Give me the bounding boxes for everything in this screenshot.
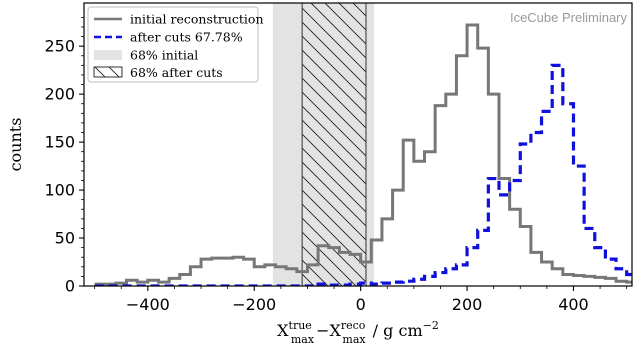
x-label-base-2: X <box>329 321 341 340</box>
y-tick-label: 200 <box>44 85 75 104</box>
y-tick-label: 250 <box>44 37 75 56</box>
legend: initial reconstruction after cuts 67.78%… <box>87 6 264 83</box>
legend-label-initial: initial reconstruction <box>130 12 264 27</box>
legend-box <box>87 6 259 83</box>
x-label-sup-true: true <box>289 319 312 332</box>
legend-label-68-initial: 68% initial <box>130 48 198 63</box>
x-label-unit-exp: −2 <box>423 319 439 332</box>
y-tick-label: 0 <box>65 277 75 296</box>
shaded-regions <box>272 3 374 286</box>
watermark-text: IceCube Preliminary <box>510 10 628 25</box>
legend-marker-68-initial <box>94 50 122 60</box>
x-label-sup-reco: reco <box>341 319 366 332</box>
x-tick-label: −400 <box>126 295 170 314</box>
legend-label-68-after-cuts: 68% after cuts <box>130 65 223 80</box>
plot-frame <box>83 2 633 287</box>
series-layer <box>94 23 632 286</box>
x-tick-label: 400 <box>558 295 589 314</box>
y-tick-label: 150 <box>44 133 75 152</box>
x-tick-label: −200 <box>232 295 276 314</box>
x-axis: −400 −200 0 200 400 <box>94 286 628 314</box>
x-label-minus: − <box>316 321 329 340</box>
y-axis-label: counts <box>6 118 25 172</box>
region-68-after-cuts <box>301 3 367 286</box>
y-axis: 0 50 100 150 200 250 <box>44 16 84 296</box>
y-tick-label: 100 <box>44 181 75 200</box>
x-label-base: X <box>277 321 289 340</box>
x-axis-label: Xtrue max −Xreco max / g cm−2 <box>277 319 439 346</box>
x-label-unit: / g cm <box>368 321 423 340</box>
x-label-sub-max: max <box>291 333 315 346</box>
x-tick-label: 0 <box>356 295 366 314</box>
legend-marker-68-after-cuts <box>93 66 123 78</box>
series-initial-reconstruction <box>94 23 632 286</box>
y-tick-label: 50 <box>55 229 75 248</box>
legend-label-after-cuts: after cuts 67.78% <box>130 30 243 45</box>
x-tick-label: 200 <box>452 295 483 314</box>
x-label-sub-max-2: max <box>342 333 366 346</box>
